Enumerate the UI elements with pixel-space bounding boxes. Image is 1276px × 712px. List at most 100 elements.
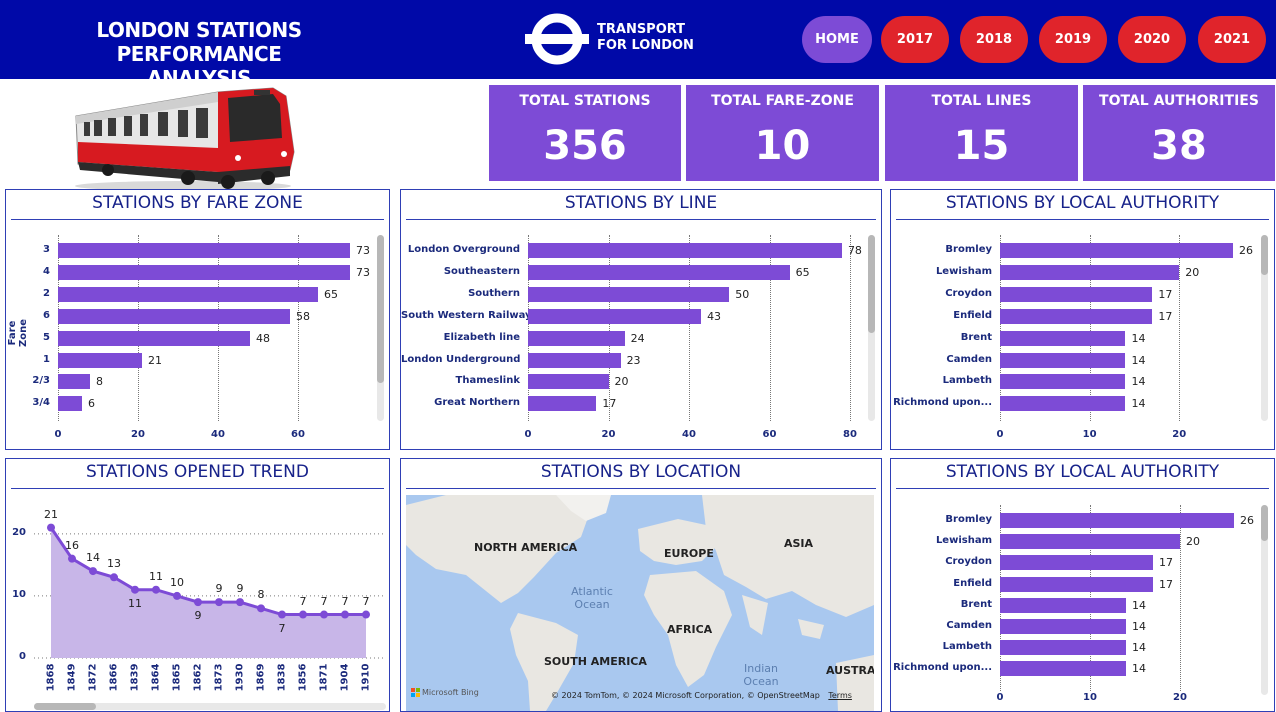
page-title-line1: LONDON STATIONS PERFORMANCE (96, 18, 302, 66)
bar (1000, 576, 1153, 592)
category-label: Brent (960, 598, 992, 610)
gridline (769, 235, 771, 421)
nav-2019-button[interactable]: 2019 (1039, 16, 1107, 63)
data-label: 7 (320, 594, 328, 608)
data-point[interactable] (110, 573, 118, 582)
nav-2020-button[interactable]: 2020 (1118, 16, 1186, 63)
data-point[interactable] (89, 567, 97, 576)
bar (1000, 264, 1180, 280)
bar (1000, 661, 1126, 677)
category-label: Bromley (945, 244, 992, 255)
kpi-label: TOTAL LINES (931, 93, 1032, 109)
panel-title: STATIONS BY FARE ZONE (11, 193, 384, 220)
scrollbar[interactable] (377, 235, 384, 421)
bar (528, 243, 842, 258)
panel-title: STATIONS BY LOCATION (406, 462, 876, 489)
bar (528, 286, 730, 302)
data-point[interactable] (362, 610, 370, 619)
data-label: 26 (1240, 514, 1254, 527)
gridline (528, 235, 529, 421)
gridline (1179, 235, 1181, 421)
x-tick-label: 40 (682, 429, 696, 440)
data-label: 14 (1132, 662, 1146, 676)
x-tick-label: 20 (1173, 692, 1187, 703)
category-label: London Overground (407, 244, 520, 255)
data-point[interactable] (257, 604, 265, 613)
data-label: 20 (1186, 535, 1200, 549)
data-label: 14 (1131, 397, 1146, 411)
category-label: Lambeth (942, 641, 992, 653)
bar (1000, 374, 1126, 390)
data-point[interactable] (236, 598, 244, 607)
scrollbar[interactable] (868, 235, 875, 421)
x-tick-label: 1849 (66, 663, 78, 692)
data-point[interactable] (152, 585, 160, 594)
category-label: 1 (43, 353, 50, 365)
ocean-line: Indian (744, 662, 778, 675)
scrollbar[interactable] (1261, 235, 1268, 421)
scrollbar-thumb[interactable] (34, 703, 96, 710)
data-point[interactable] (215, 598, 223, 607)
kpi-label: TOTAL FARE-ZONE (711, 93, 854, 109)
x-tick-label: 1838 (276, 663, 288, 692)
x-tick-label: 1856 (297, 663, 309, 692)
category-label: Brent (960, 331, 992, 343)
ocean-line: Ocean (574, 598, 610, 611)
map-label-europe: EUROPE (664, 547, 714, 560)
kpi-total-authorities: TOTAL AUTHORITIES 38 (1083, 85, 1275, 181)
map-copyright: © 2024 TomTom, © 2024 Microsoft Corporat… (551, 691, 852, 700)
category-label: Elizabeth line (443, 331, 520, 343)
kpi-label: TOTAL STATIONS (519, 93, 651, 109)
data-point[interactable] (47, 523, 55, 532)
kpi-value: 15 (953, 123, 1010, 169)
panel-line: STATIONS BY LINE 0 20 40 60 80 London Overgro… (400, 189, 882, 450)
nav-2017-button[interactable]: 2017 (881, 16, 949, 63)
bar (1000, 243, 1233, 258)
data-label: 65 (324, 287, 338, 301)
data-point[interactable] (194, 598, 202, 607)
data-label: 23 (626, 353, 641, 367)
data-point[interactable] (131, 585, 139, 594)
nav-2018-button[interactable]: 2018 (960, 16, 1028, 63)
category-label: Lewisham (935, 535, 992, 547)
panel-local-authority: STATIONS BY LOCAL AUTHORITY 0 10 20 Bromley… (890, 189, 1275, 450)
data-point[interactable] (341, 610, 349, 619)
data-point[interactable] (278, 610, 286, 619)
data-point[interactable] (299, 610, 307, 619)
bar (1000, 640, 1126, 656)
page-title-line2: ANALYSIS (146, 66, 252, 90)
category-label: Bromley (945, 514, 992, 525)
map[interactable]: NORTH AMERICA EUROPE ASIA AFRICA SOUTH A… (406, 495, 874, 711)
horizontal-scrollbar[interactable] (34, 703, 386, 710)
data-point[interactable] (68, 554, 76, 563)
scrollbar[interactable] (1261, 505, 1268, 695)
bar (1000, 597, 1126, 613)
scrollbar-thumb[interactable] (1261, 505, 1268, 541)
scrollbar-thumb[interactable] (1261, 235, 1268, 275)
y-tick-label: 20 (12, 526, 26, 538)
series-line (49, 526, 366, 617)
data-label: 14 (86, 551, 100, 565)
bar (1000, 534, 1180, 550)
bar (1000, 352, 1126, 368)
data-point[interactable] (173, 591, 181, 600)
scrollbar-thumb[interactable] (868, 235, 875, 333)
trend-chart (34, 523, 386, 659)
scrollbar-thumb[interactable] (377, 235, 384, 383)
world-map (406, 495, 874, 711)
category-label: 5 (43, 331, 50, 343)
brand-line1: TRANSPORT (597, 22, 686, 37)
data-label: 17 (602, 397, 617, 411)
terms-link[interactable]: Terms (828, 691, 852, 700)
map-label-africa: AFRICA (667, 623, 713, 636)
bar (1000, 308, 1153, 324)
data-point[interactable] (320, 610, 328, 619)
kpi-label: TOTAL AUTHORITIES (1099, 93, 1259, 109)
gridline (1180, 505, 1181, 691)
nav-home-button[interactable]: HOME (802, 16, 872, 63)
map-label-south-america: SOUTH AMERICA (544, 655, 647, 668)
page-title: LONDON STATIONS PERFORMANCE ANALYSIS (14, 18, 384, 90)
ocean-line: Ocean (743, 675, 779, 688)
nav-2021-button[interactable]: 2021 (1198, 16, 1266, 63)
bar (1000, 396, 1126, 412)
